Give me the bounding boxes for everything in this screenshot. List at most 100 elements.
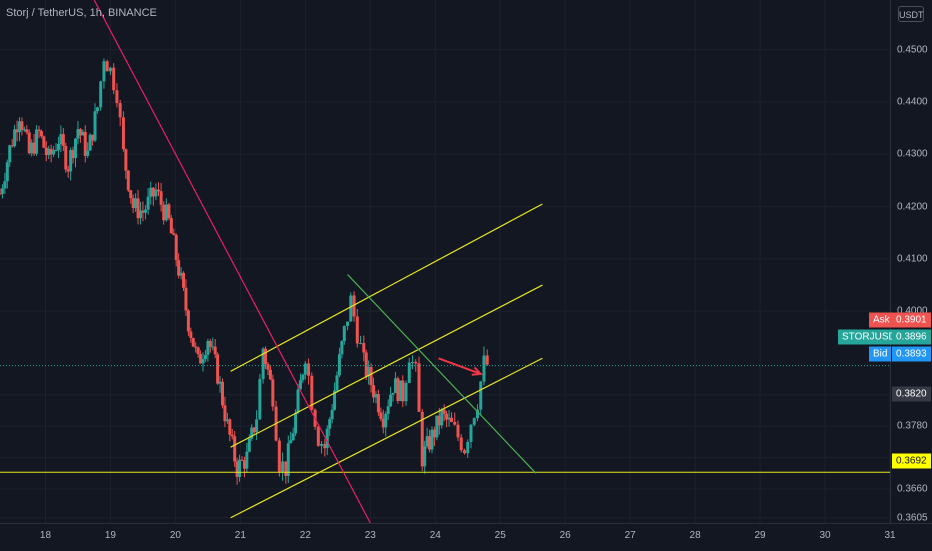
candle-body bbox=[235, 461, 239, 477]
channel-line bbox=[230, 203, 543, 372]
candle-body bbox=[91, 134, 95, 141]
candle-body bbox=[126, 170, 130, 191]
x-tick-label: 25 bbox=[494, 530, 506, 541]
candle-body bbox=[411, 361, 415, 363]
candle-body bbox=[289, 440, 293, 444]
candle-body bbox=[233, 436, 237, 462]
candle-body bbox=[225, 419, 229, 422]
candle-body bbox=[255, 419, 259, 433]
candle-body bbox=[186, 310, 190, 332]
candle-body bbox=[277, 440, 281, 473]
candle-body bbox=[447, 417, 451, 420]
candle-body bbox=[0, 188, 4, 194]
candle-body bbox=[369, 367, 373, 386]
candle-body bbox=[22, 129, 26, 131]
candle-body bbox=[437, 415, 441, 426]
candle-body bbox=[264, 348, 268, 365]
candle-body bbox=[112, 67, 116, 91]
candle-body bbox=[108, 67, 112, 72]
candle-body bbox=[149, 187, 153, 197]
level-value: 0.3820 bbox=[892, 386, 931, 402]
candle-body bbox=[475, 409, 479, 419]
candle-body bbox=[261, 348, 265, 380]
price-axis[interactable] bbox=[890, 0, 932, 523]
candle-body bbox=[417, 363, 421, 412]
candle-body bbox=[189, 331, 193, 338]
candle-body bbox=[428, 436, 432, 450]
candle-body bbox=[199, 354, 203, 364]
candle-body bbox=[228, 419, 232, 435]
candle-body bbox=[376, 394, 380, 413]
candle-body bbox=[191, 337, 195, 347]
candle-body bbox=[296, 389, 300, 413]
arrow-head bbox=[471, 366, 483, 376]
candle-body bbox=[17, 121, 21, 133]
y-tick-label: 0.3660 bbox=[897, 483, 928, 495]
candle-body bbox=[49, 148, 53, 155]
candle-body bbox=[61, 134, 65, 146]
y-tick-label: 0.4400 bbox=[897, 96, 928, 108]
candle-body bbox=[340, 341, 344, 355]
candle-body bbox=[362, 343, 366, 353]
time-axis[interactable] bbox=[0, 523, 932, 551]
candle-body bbox=[307, 363, 311, 376]
ask-label: Ask bbox=[869, 312, 894, 328]
candle-body bbox=[169, 218, 173, 234]
candle-body bbox=[194, 346, 198, 348]
candle-body bbox=[5, 162, 9, 182]
candle-body bbox=[69, 150, 73, 172]
candle-body bbox=[131, 198, 135, 209]
candle-body bbox=[440, 409, 444, 426]
candle-body bbox=[284, 461, 288, 476]
candle-body bbox=[281, 461, 285, 473]
candle-body bbox=[381, 418, 385, 428]
grid bbox=[0, 0, 891, 523]
candle-body bbox=[81, 131, 85, 136]
candle-body bbox=[320, 443, 324, 446]
x-tick-label: 23 bbox=[364, 530, 376, 541]
candle-body bbox=[146, 196, 150, 210]
candle-body bbox=[252, 427, 256, 433]
candle-body bbox=[52, 150, 56, 155]
x-tick-label: 27 bbox=[624, 530, 636, 541]
candle-body bbox=[64, 145, 68, 170]
candle-body bbox=[301, 374, 305, 381]
x-tick-label: 30 bbox=[819, 530, 831, 541]
candle-body bbox=[294, 412, 298, 434]
candle-body bbox=[99, 81, 103, 108]
candles bbox=[0, 58, 489, 485]
candle-body bbox=[39, 130, 43, 137]
currency-button[interactable]: USDT bbox=[898, 6, 924, 22]
candle-body bbox=[349, 295, 353, 322]
candle-body bbox=[10, 145, 14, 147]
interval-label: 1h bbox=[89, 7, 102, 19]
green-trend-line bbox=[347, 274, 537, 474]
candle-body bbox=[15, 129, 19, 133]
x-tick-label: 19 bbox=[104, 530, 116, 541]
candle-body bbox=[325, 428, 329, 449]
candle-body bbox=[245, 451, 249, 469]
candle-body bbox=[59, 134, 63, 144]
candle-body bbox=[105, 61, 109, 72]
drawings bbox=[0, 0, 890, 524]
candle-body bbox=[118, 103, 122, 118]
y-tick-label: 0.4100 bbox=[897, 253, 928, 265]
candle-body bbox=[74, 138, 78, 159]
candle-body bbox=[286, 443, 290, 476]
candle-body bbox=[167, 204, 171, 219]
symbol-name: Storj / TetherUS bbox=[6, 7, 84, 19]
candle-body bbox=[462, 450, 466, 454]
candle-body bbox=[27, 132, 31, 154]
candle-body bbox=[432, 429, 436, 438]
candle-body bbox=[291, 433, 295, 441]
bid-label: Bid bbox=[869, 346, 892, 362]
candle-body bbox=[88, 134, 92, 151]
candle-body bbox=[221, 381, 224, 406]
candle-body bbox=[95, 107, 99, 112]
candle-body bbox=[407, 362, 411, 383]
candle-body bbox=[138, 210, 142, 219]
candle-body bbox=[136, 198, 140, 219]
candle-body bbox=[230, 434, 234, 437]
candle-body bbox=[129, 190, 133, 199]
